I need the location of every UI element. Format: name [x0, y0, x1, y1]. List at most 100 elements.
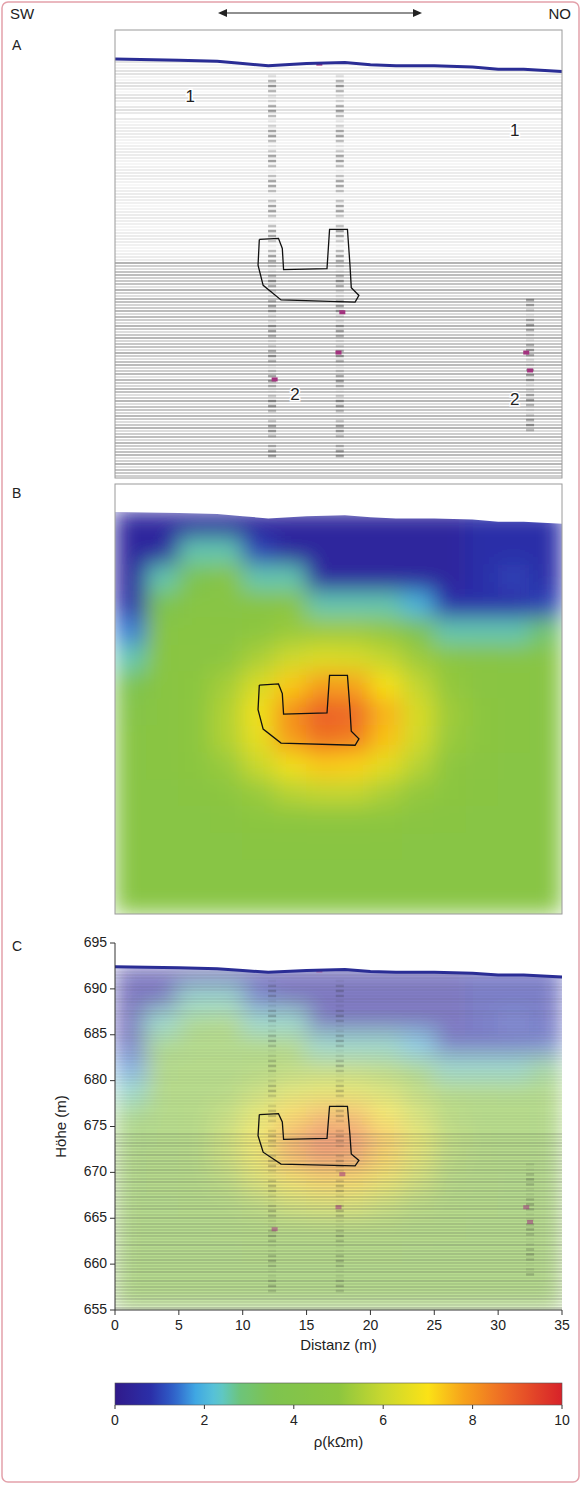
radargram-streak: [268, 275, 276, 278]
radargram-streak: [526, 1168, 534, 1171]
radargram-streak: [336, 995, 344, 998]
radargram-stripe: [115, 1007, 562, 1008]
radargram-stripe: [115, 962, 562, 963]
radargram-streak: [336, 385, 344, 388]
radargram-streak: [336, 1185, 344, 1188]
radargram-streak: [336, 180, 344, 183]
radargram-stripe: [115, 1133, 562, 1134]
radargram-stripe: [115, 1178, 562, 1179]
radargram-stripe: [115, 1088, 562, 1089]
resistivity-cell: [338, 618, 371, 646]
radargram-streak: [268, 110, 276, 113]
radargram-streak: [336, 195, 344, 198]
radargram-streak: [268, 1270, 276, 1273]
resistivity-cell: [242, 833, 275, 861]
radargram-stripe: [115, 298, 562, 299]
radargram-streak: [268, 405, 276, 408]
resistivity-cell: [242, 988, 275, 1012]
radargram-streak: [268, 370, 276, 373]
radargram-streak: [336, 1080, 344, 1083]
radargram-stripe: [115, 1190, 562, 1191]
resistivity-cell: [370, 725, 403, 753]
y-tick: [110, 1264, 115, 1265]
radargram-stripe: [115, 971, 562, 972]
resistivity-cell: [434, 699, 467, 727]
radargram-streak: [336, 435, 344, 438]
radargram-streak: [268, 165, 276, 168]
y-tick: [110, 1126, 115, 1127]
resistivity-cell: [402, 860, 435, 888]
heatmap-surface-clip: [115, 510, 562, 914]
radargram-stripe: [115, 457, 562, 458]
radargram-streak: [336, 1100, 344, 1103]
resistivity-cell: [146, 672, 179, 700]
colorbar-tick-label: 8: [469, 1412, 477, 1428]
radargram-stripe: [115, 1283, 562, 1284]
x-tick: [178, 1310, 179, 1315]
radargram-streak: [268, 1215, 276, 1218]
resistivity-cell: [402, 887, 435, 914]
radargram-streak: [336, 135, 344, 138]
y-tick: [110, 1218, 115, 1219]
radargram-streak: [268, 75, 276, 78]
radargram-streak: [526, 414, 534, 417]
resistivity-cell: [242, 618, 275, 646]
radargram-stripe: [115, 1070, 562, 1071]
resistivity-cell: [178, 591, 211, 619]
radargram-streak: [336, 1270, 344, 1273]
resistivity-cell: [338, 833, 371, 861]
radargram-streak: [268, 1250, 276, 1253]
figure-border: [2, 2, 579, 1482]
resistivity-cell: [434, 672, 467, 700]
radargram-streak: [268, 155, 276, 158]
resistivity-cell: [115, 672, 147, 700]
radargram-stripe: [115, 1292, 562, 1293]
resistivity-cell: [242, 1241, 275, 1265]
resistivity-cell: [178, 1241, 211, 1265]
radargram-stripe: [115, 1142, 562, 1143]
resistivity-cell: [210, 510, 243, 538]
resistivity-cell: [434, 779, 467, 807]
radargram-stripe: [115, 307, 562, 308]
y-tick: [110, 1034, 115, 1035]
radargram-streak: [268, 300, 276, 303]
radargram-stripe: [115, 283, 562, 284]
direction-arrow: [224, 12, 416, 13]
resistivity-cell: [466, 887, 499, 914]
radargram-streak: [268, 260, 276, 263]
radargram-streak: [336, 325, 344, 328]
radargram-stripe: [115, 472, 562, 473]
figure-svg: 1122SWNOABC65566066567067568068569069505…: [0, 0, 581, 1488]
outline: [258, 675, 359, 745]
radargram-streak: [268, 265, 276, 268]
x-tick-label: 5: [175, 1317, 183, 1333]
radargram-streak: [268, 1075, 276, 1078]
resistivity-cell: [466, 645, 499, 673]
radargram-stripe: [115, 223, 562, 224]
radargram-streak: [336, 1035, 344, 1038]
radargram-streak: [336, 1140, 344, 1143]
resistivity-cell: [242, 860, 275, 888]
radargram-stripe: [115, 37, 562, 38]
radargram-streak: [268, 1205, 276, 1208]
resistivity-cell: [115, 564, 147, 592]
radargram-stripe: [115, 295, 562, 296]
radargram-streak: [526, 1268, 534, 1271]
panel-frame: [115, 484, 562, 914]
radargram-streak: [336, 1275, 344, 1278]
radargram-streak: [336, 980, 344, 983]
radargram-streak: [336, 1260, 344, 1263]
radargram-streak: [268, 1255, 276, 1258]
radargram-streak: [336, 165, 344, 168]
resistivity-cell: [530, 806, 562, 834]
x-tick-label: 30: [490, 1317, 506, 1333]
resistivity-cell: [146, 833, 179, 861]
radargram-streak: [336, 1280, 344, 1283]
resistivity-cell: [306, 591, 339, 619]
resistivity-cell: [498, 645, 531, 673]
radargram-stripe: [115, 280, 562, 281]
panel-bg: [115, 30, 562, 478]
direction-label: SW: [10, 5, 35, 22]
radargram-streak: [526, 379, 534, 382]
radargram-streak: [336, 370, 344, 373]
